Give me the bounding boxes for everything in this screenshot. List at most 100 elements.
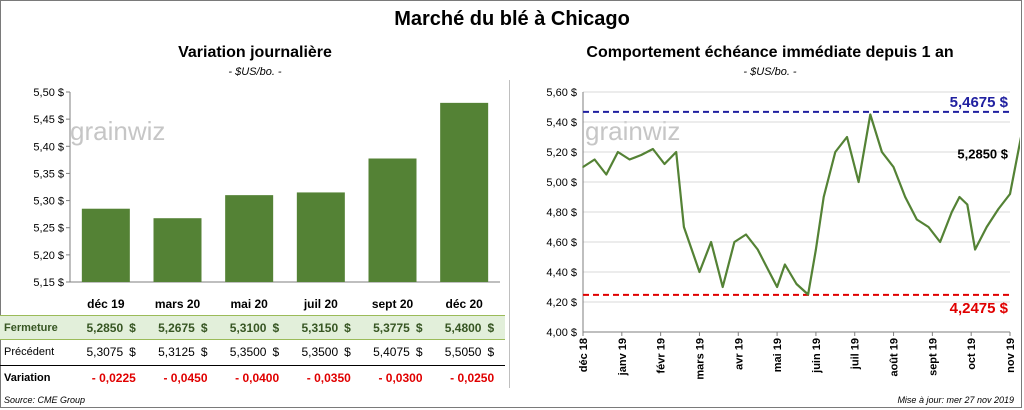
y-tick-label: 5,60 $ bbox=[546, 87, 577, 99]
table-cell: - 0,0450 bbox=[138, 371, 208, 385]
x-tick-label: janv 19 bbox=[617, 338, 629, 376]
data-point bbox=[939, 241, 941, 243]
bar bbox=[440, 102, 489, 282]
x-tick-label: mai 19 bbox=[772, 338, 784, 372]
data-point bbox=[745, 233, 747, 236]
y-tick-label: 5,35 $ bbox=[33, 168, 64, 180]
table-cell: 5,2675 $ bbox=[138, 321, 208, 335]
data-point bbox=[974, 248, 976, 251]
cell-unit: $ bbox=[200, 321, 208, 335]
x-tick-label: mai 20 bbox=[230, 297, 268, 311]
left-chart-unit: - $US/bo. - bbox=[228, 66, 282, 78]
table-cell: 5,5050 $ bbox=[424, 345, 494, 359]
table-row-close: Fermeture 5,2850 $5,2675 $5,3100 $5,3150 $5,… bbox=[0, 315, 505, 340]
y-tick-label: 5,20 $ bbox=[33, 250, 64, 262]
y-tick-label: 5,40 $ bbox=[33, 141, 64, 153]
data-point bbox=[834, 151, 837, 153]
update-note: Mise à jour: mer 27 nov 2019 bbox=[897, 395, 1014, 405]
table-cell: 5,3150 $ bbox=[281, 321, 350, 335]
y-tick-label: 5,20 $ bbox=[546, 147, 577, 159]
cell-value: 5,3150 bbox=[301, 321, 339, 335]
y-tick-label: 5,45 $ bbox=[33, 114, 64, 126]
row-label: Variation bbox=[4, 372, 51, 384]
data-point bbox=[768, 271, 771, 273]
price-series-line bbox=[582, 113, 1020, 296]
data-point bbox=[822, 196, 825, 198]
table-cell: 5,4075 $ bbox=[353, 345, 423, 359]
cell-value: - 0,0450 bbox=[163, 371, 208, 385]
x-tick-label: mars 20 bbox=[155, 297, 201, 311]
data-point bbox=[652, 148, 654, 150]
x-tick-label: sept 19 bbox=[927, 338, 939, 376]
right-watermark: grainwiz bbox=[585, 116, 680, 146]
cell-value: 5,4075 bbox=[373, 345, 410, 359]
y-tick-label: 5,00 $ bbox=[546, 177, 577, 189]
data-point bbox=[869, 113, 872, 116]
table-cell: - 0,0300 bbox=[353, 371, 423, 385]
line-chart: grainwiz 4,00 $ 4,20 $ 4,40 $ 4,60 $ 4,80 $ 5… bbox=[546, 87, 1020, 380]
cell-value: - 0,0225 bbox=[91, 371, 136, 385]
data-point bbox=[958, 196, 961, 198]
x-tick-label: déc 18 bbox=[578, 338, 590, 372]
data-point bbox=[675, 151, 677, 153]
cell-value: 5,4800 bbox=[444, 321, 482, 335]
cell-unit: $ bbox=[129, 345, 136, 359]
data-point bbox=[966, 203, 969, 206]
data-point bbox=[710, 241, 712, 243]
data-point bbox=[721, 286, 724, 288]
table-row-previous: Précédent 5,3075 $5,3125 $5,3500 $5,3500 $5,… bbox=[0, 340, 505, 365]
cell-unit: $ bbox=[344, 345, 351, 359]
low-reference-label: 4,2475 $ bbox=[950, 300, 1009, 317]
x-tick-label: févr 19 bbox=[656, 338, 668, 373]
data-point bbox=[997, 208, 1000, 210]
y-tick-label: 5,50 $ bbox=[33, 87, 64, 99]
cell-unit: $ bbox=[415, 345, 423, 359]
bar bbox=[296, 192, 345, 282]
table-cell: 5,2850 $ bbox=[66, 321, 136, 335]
bar-chart: grainwiz 5,15 $ 5,20 $ 5,25 $ 5,30 $ 5,35 $ 5… bbox=[33, 87, 500, 311]
table-row-variation: Variation - 0,0225 - 0,0450 - 0,0400 - 0,03… bbox=[0, 365, 505, 390]
left-watermark: grainwiz bbox=[70, 116, 165, 146]
cell-unit: $ bbox=[487, 321, 495, 335]
cell-unit: $ bbox=[415, 321, 423, 335]
x-tick-label: mars 19 bbox=[694, 338, 706, 380]
cell-unit: $ bbox=[200, 345, 208, 359]
x-tick-label: avr 19 bbox=[733, 338, 745, 370]
cell-value: 5,3500 bbox=[301, 345, 339, 359]
x-tick-label: août 19 bbox=[889, 338, 901, 377]
data-point bbox=[582, 166, 584, 168]
data-point bbox=[881, 151, 883, 153]
table-cell: 5,3500 $ bbox=[209, 345, 279, 359]
cell-value: - 0,0400 bbox=[235, 371, 280, 385]
data-point bbox=[904, 196, 906, 198]
y-tick-label: 5,25 $ bbox=[33, 223, 64, 235]
cell-unit: $ bbox=[272, 321, 280, 335]
table-cell: - 0,0250 bbox=[424, 371, 494, 385]
table-cell: 5,3100 $ bbox=[209, 321, 279, 335]
row-label: Précédent bbox=[4, 346, 55, 358]
data-point bbox=[846, 136, 848, 138]
cell-value: 5,3075 bbox=[86, 345, 124, 359]
data-point bbox=[950, 211, 953, 213]
left-chart-title: Variation journalière bbox=[178, 44, 332, 61]
cell-value: - 0,0350 bbox=[306, 371, 351, 385]
data-point bbox=[795, 283, 798, 285]
cell-unit: $ bbox=[129, 321, 136, 335]
table-cell: 5,4800 $ bbox=[424, 321, 494, 335]
data-point bbox=[756, 248, 759, 251]
data-point bbox=[892, 166, 895, 168]
right-chart-unit: - $US/bo. - bbox=[743, 66, 797, 78]
y-tick-label: 4,40 $ bbox=[546, 267, 577, 279]
bar bbox=[153, 218, 202, 282]
data-point bbox=[916, 218, 918, 221]
y-tick-label: 5,30 $ bbox=[33, 196, 64, 208]
cell-value: - 0,0300 bbox=[378, 371, 423, 385]
data-point bbox=[784, 263, 786, 266]
main-title: Marché du blé à Chicago bbox=[394, 8, 630, 30]
data-point bbox=[985, 226, 988, 228]
data-point bbox=[640, 154, 643, 156]
cell-value: 5,3500 bbox=[229, 345, 267, 359]
data-point bbox=[776, 286, 778, 288]
row-label: Fermeture bbox=[4, 322, 58, 334]
table-cell: 5,3500 $ bbox=[281, 345, 351, 359]
